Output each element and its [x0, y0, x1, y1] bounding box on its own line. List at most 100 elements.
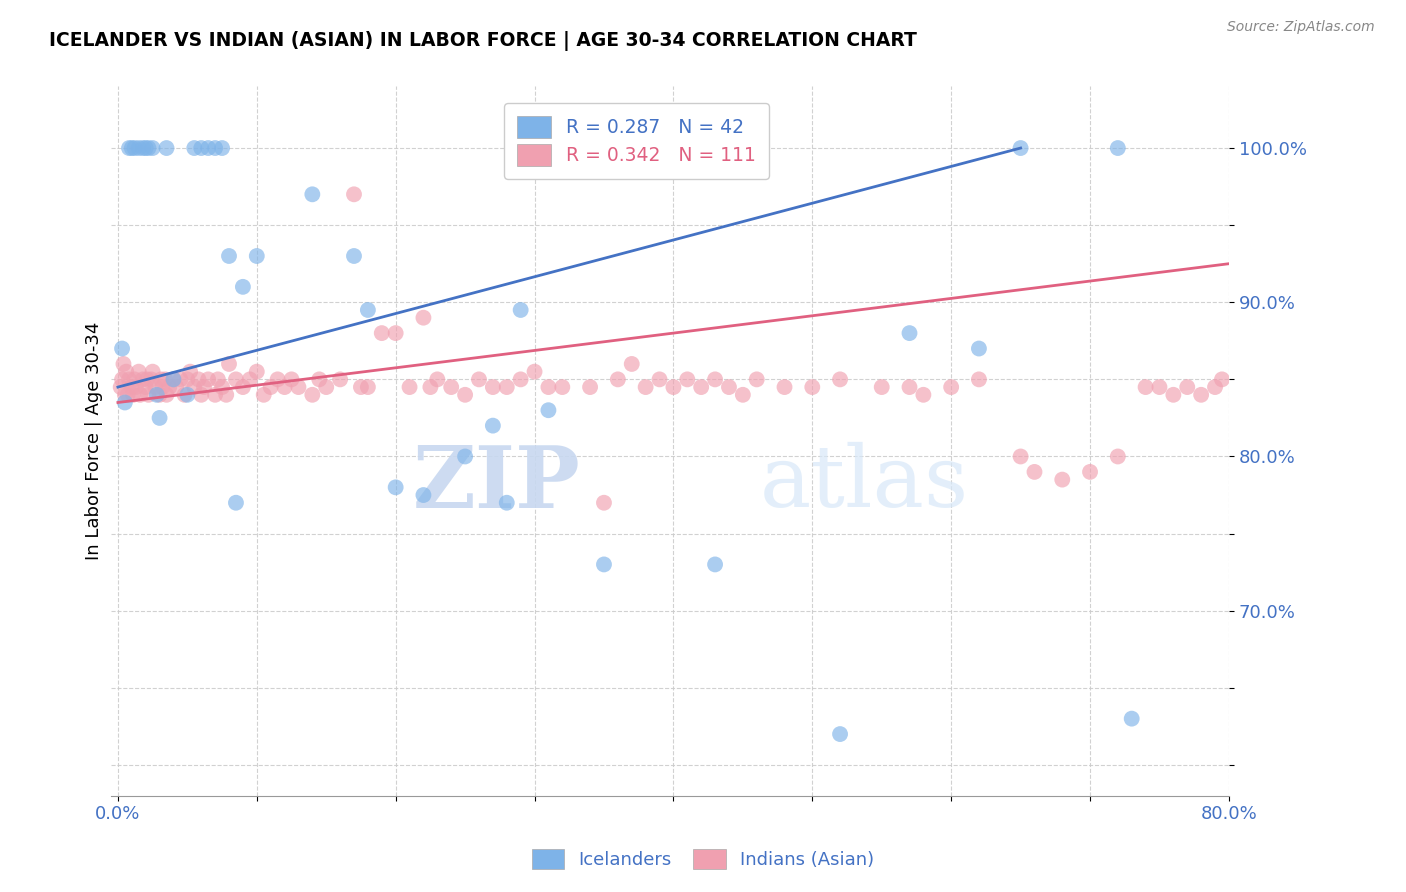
Point	[148, 388, 170, 402]
Point	[132, 372, 155, 386]
Point	[287, 380, 309, 394]
Point	[190, 141, 212, 155]
Legend: Icelanders, Indians (Asian): Icelanders, Indians (Asian)	[523, 839, 883, 879]
Point	[704, 558, 727, 572]
Point	[187, 372, 209, 386]
Point	[606, 372, 628, 386]
Point	[218, 357, 240, 371]
Point	[1163, 388, 1185, 402]
Point	[142, 141, 165, 155]
Point	[153, 372, 176, 386]
Point	[176, 388, 198, 402]
Point	[124, 372, 146, 386]
Point	[165, 380, 187, 394]
Point	[253, 388, 276, 402]
Point	[350, 380, 373, 394]
Point	[124, 141, 146, 155]
Point	[176, 372, 198, 386]
Point	[207, 372, 229, 386]
Point	[579, 380, 602, 394]
Point	[118, 372, 141, 386]
Point	[148, 411, 170, 425]
Point	[204, 388, 226, 402]
Point	[122, 388, 145, 402]
Point	[146, 388, 169, 402]
Point	[218, 249, 240, 263]
Point	[468, 372, 491, 386]
Point	[1010, 450, 1032, 464]
Point	[801, 380, 824, 394]
Point	[211, 380, 233, 394]
Point	[1204, 380, 1226, 394]
Point	[828, 372, 851, 386]
Point	[136, 372, 159, 386]
Point	[204, 141, 226, 155]
Text: atlas: atlas	[759, 442, 969, 525]
Text: ZIP: ZIP	[413, 442, 581, 525]
Point	[162, 372, 184, 386]
Point	[260, 380, 283, 394]
Point	[190, 388, 212, 402]
Point	[898, 326, 921, 340]
Point	[870, 380, 893, 394]
Point	[634, 380, 657, 394]
Point	[620, 357, 643, 371]
Point	[690, 380, 713, 394]
Point	[246, 249, 269, 263]
Point	[135, 141, 157, 155]
Point	[118, 141, 141, 155]
Point	[114, 388, 136, 402]
Point	[121, 380, 143, 394]
Point	[155, 388, 177, 402]
Point	[426, 372, 449, 386]
Point	[169, 372, 191, 386]
Point	[183, 380, 205, 394]
Text: Source: ZipAtlas.com: Source: ZipAtlas.com	[1227, 20, 1375, 34]
Point	[1024, 465, 1046, 479]
Point	[454, 450, 477, 464]
Point	[125, 380, 148, 394]
Point	[225, 496, 247, 510]
Point	[731, 388, 754, 402]
Point	[773, 380, 796, 394]
Point	[828, 727, 851, 741]
Point	[440, 380, 463, 394]
Point	[509, 372, 531, 386]
Point	[1107, 450, 1129, 464]
Point	[1010, 141, 1032, 155]
Point	[343, 187, 366, 202]
Point	[537, 380, 560, 394]
Point	[495, 496, 517, 510]
Point	[138, 388, 160, 402]
Point	[232, 380, 254, 394]
Point	[197, 372, 219, 386]
Point	[384, 326, 406, 340]
Point	[1189, 388, 1212, 402]
Point	[537, 403, 560, 417]
Legend: R = 0.287   N = 42, R = 0.342   N = 111: R = 0.287 N = 42, R = 0.342 N = 111	[503, 103, 769, 179]
Point	[173, 388, 195, 402]
Point	[135, 380, 157, 394]
Point	[412, 310, 434, 325]
Point	[676, 372, 699, 386]
Point	[111, 342, 134, 356]
Point	[128, 141, 150, 155]
Point	[509, 303, 531, 318]
Point	[315, 380, 337, 394]
Point	[232, 280, 254, 294]
Point	[179, 365, 201, 379]
Point	[593, 496, 616, 510]
Point	[898, 380, 921, 394]
Point	[112, 357, 135, 371]
Point	[593, 558, 616, 572]
Point	[114, 395, 136, 409]
Point	[662, 380, 685, 394]
Point	[1052, 473, 1074, 487]
Point	[141, 372, 163, 386]
Point	[301, 388, 323, 402]
Point	[239, 372, 262, 386]
Point	[142, 365, 165, 379]
Point	[145, 380, 167, 394]
Point	[967, 372, 990, 386]
Point	[121, 141, 143, 155]
